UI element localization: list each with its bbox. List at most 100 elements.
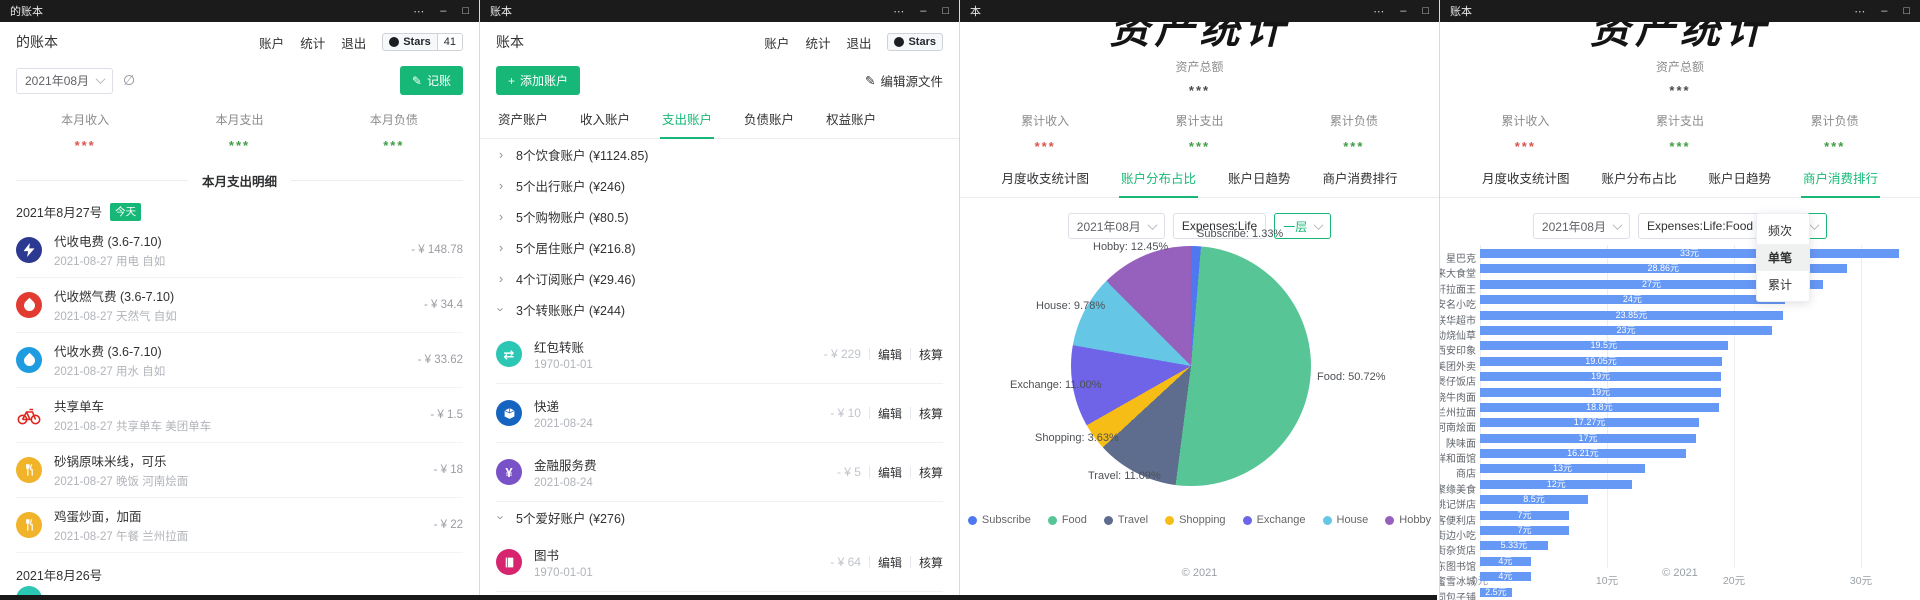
window-title: 本 [970,6,981,18]
account-filter-input[interactable]: Expenses:Life [1172,213,1267,239]
level-select[interactable]: 一层 [1274,213,1332,239]
tab-4[interactable]: 权益账户 [826,113,877,127]
tab-0[interactable]: 资产账户 [498,113,549,127]
window-minimize-icon[interactable]: – [1400,5,1407,17]
nav-link-0[interactable]: 账户 [259,36,285,51]
account-group-header[interactable]: › 8个饮食账户 (¥1124.85) [496,139,943,170]
window-minimize-icon[interactable]: – [1881,5,1888,17]
tab-3[interactable]: 负债账户 [744,113,795,127]
tab-1[interactable]: 账户分布占比 [1118,168,1198,198]
mode-option-2[interactable]: 累计 [1768,278,1793,292]
stat-value-masked: *** [383,138,405,153]
tab-3[interactable]: 商户消费排行 [1322,172,1398,186]
bar-category-label: 聚缘美食 [1440,484,1476,496]
tab-2[interactable]: 账户日趋势 [1228,172,1291,186]
window-maximize-icon[interactable]: □ [1422,5,1429,17]
account-group-header[interactable]: › 5个居住账户 (¥216.8) [496,232,943,263]
bar-value-label: 24元 [1622,294,1642,305]
account-main: 图书 1970-01-01 [534,545,593,579]
window-maximize-icon[interactable]: □ [942,5,949,17]
mode-option-0[interactable]: 频次 [1768,224,1793,238]
account-filter-input[interactable]: Expenses:Life:Food [1637,213,1763,239]
edit-link[interactable]: 编辑 [877,406,902,421]
tab-2[interactable]: 支出账户 [660,109,715,139]
github-stars-button[interactable]: Stars [887,33,943,51]
transaction-row[interactable]: 代收水费 (3.6-7.10) 2021-08-27 用水 自如 - ¥ 33.62 [16,333,463,388]
tab-1[interactable]: 收入账户 [580,113,631,127]
month-select[interactable]: 2021年08月 [1067,213,1165,239]
account-group-header[interactable]: › 5个购物账户 (¥80.5) [496,201,943,232]
window-menu-icon[interactable]: ⋯ [893,5,905,18]
legend-item[interactable]: Subscribe [967,514,1031,526]
record-button[interactable]: ✎ 记账 [399,66,463,95]
big-title-clip: 资产统计 [1440,22,1920,49]
bar-row: 西安印象 19.5元 [1440,340,1920,357]
nav-link-1[interactable]: 统计 [300,36,326,51]
nav-link-2[interactable]: 退出 [846,36,872,51]
window-maximize-icon[interactable]: □ [462,5,469,17]
github-stars-button[interactable]: Stars 41 [382,33,463,51]
account-group-header[interactable]: › 4个订阅账户 (¥29.46) [496,263,943,294]
legend-item[interactable]: Food [1047,514,1087,526]
edit-link[interactable]: 编辑 [877,465,902,480]
mode-option-1[interactable]: 单笔 [1757,244,1809,271]
window-minimize-icon[interactable]: – [920,5,927,17]
edit-source-button[interactable]: ✎ 编辑源文件 [865,71,943,90]
account-row[interactable]: ¥ 金融服务费 2021-08-24 - ¥ 5 编辑 核算 [496,443,943,502]
edit-link[interactable]: 编辑 [877,347,902,362]
eye-off-icon[interactable]: ∅ [123,72,136,88]
tab-2[interactable]: 账户日趋势 [1708,172,1772,186]
window-maximize-icon[interactable]: □ [1903,5,1910,17]
transaction-row[interactable]: 共享单车 2021-08-27 共享单车 美团单车 - ¥ 1.5 [16,388,463,443]
tab-1[interactable]: 账户分布占比 [1601,172,1677,186]
window-menu-icon[interactable]: ⋯ [1854,5,1866,18]
window-titlebar: 账本 ⋯ – □ [1440,0,1920,22]
transaction-row[interactable]: 鸡蛋炒面，加面 2021-08-27 午餐 兰州拉面 - ¥ 22 [16,498,463,553]
window-menu-icon[interactable]: ⋯ [413,5,425,18]
bar-value-label: 27元 [1641,278,1661,289]
bar: 19元 [1480,372,1722,382]
bar-category-label: 西安名小吃 [1440,300,1476,312]
account-group-header[interactable]: › 5个出行账户 (¥246) [496,170,943,201]
transaction-desc: 2021-08-27 共享单车 美团单车 [54,421,212,433]
month-select[interactable]: 2021年08月 [16,67,114,94]
verify-link[interactable]: 核算 [918,347,943,362]
verify-link[interactable]: 核算 [918,465,943,480]
tab-0[interactable]: 月度收支统计图 [1001,172,1089,186]
month-select[interactable]: 2021年08月 [1532,213,1630,239]
legend-item[interactable]: Shopping [1165,514,1226,526]
bar-row: 美团外卖 19.05元 [1440,356,1920,373]
bar-row: 浦东图书馆 4元 [1440,556,1920,573]
window-menu-icon[interactable]: ⋯ [1373,5,1385,18]
bar-row: 街边小吃 7元 [1440,526,1920,542]
legend-item[interactable]: Travel [1103,514,1148,526]
legend-item[interactable]: Hobby [1385,514,1431,526]
tab-3[interactable]: 商户消费排行 [1801,168,1881,198]
transaction-row[interactable]: 代收燃气费 (3.6-7.10) 2021-08-27 天然气 自如 - ¥ 34.… [16,278,463,333]
chevron-down-icon [1313,219,1324,230]
add-account-button[interactable]: + 添加账户 [496,66,581,95]
transaction-row[interactable]: 砂锅原味米线，可乐 2021-08-27 晚饭 河南烩面 - ¥ 18 [16,443,463,498]
bar-value-label: 19.5元 [1590,340,1618,351]
nav-link-2[interactable]: 退出 [341,36,367,51]
account-row[interactable]: 图书 1970-01-01 - ¥ 64 编辑 核算 [496,533,943,592]
transaction-row[interactable]: 代收电费 (3.6-7.10) 2021-08-27 用电 自如 - ¥ 148.7… [16,223,463,278]
nav-link-0[interactable]: 账户 [764,36,790,51]
food-icon [16,457,42,483]
account-row[interactable]: 快递 2021-08-24 - ¥ 10 编辑 核算 [496,384,943,443]
tab-0[interactable]: 月度收支统计图 [1481,172,1570,186]
account-group-header[interactable]: › 3个转账账户 (¥244) [494,294,943,325]
bar-value-label: 5.33元 [1500,540,1528,551]
window-minimize-icon[interactable]: – [440,5,447,17]
verify-link[interactable]: 核算 [918,406,943,421]
bar: 17.27元 [1480,418,1700,428]
edit-link[interactable]: 编辑 [877,555,902,570]
account-name: 金融服务费 [534,459,597,473]
nav-link-1[interactable]: 统计 [805,36,831,51]
bicycle-icon [16,402,42,428]
verify-link[interactable]: 核算 [918,555,943,570]
legend-item[interactable]: House [1322,514,1368,526]
account-row[interactable]: ⇄ 红包转账 1970-01-01 - ¥ 229 编辑 核算 [496,325,943,384]
legend-item[interactable]: Exchange [1242,514,1306,526]
account-group-header[interactable]: › 5个爱好账户 (¥276) [494,502,943,533]
